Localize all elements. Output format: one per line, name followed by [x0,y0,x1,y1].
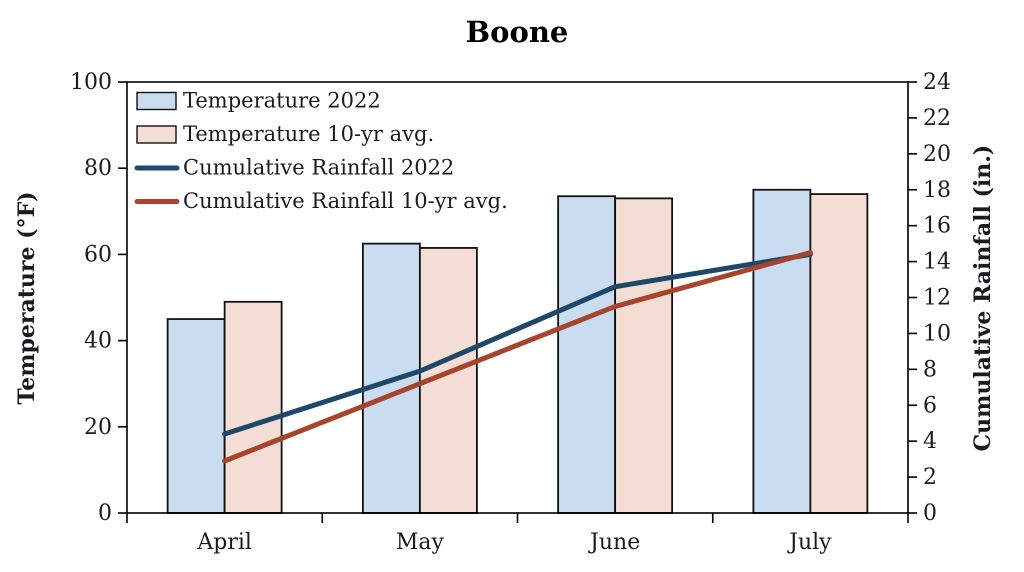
right-axis-tick-label: 10 [923,321,951,346]
bar-temperature-10-yr-avg-june [614,197,674,514]
right-axis-tick-label: 4 [923,429,937,454]
legend-label-temperature-2022: Temperature 2022 [183,89,381,113]
left-axis-label: Temperature (°F) [14,191,40,404]
legend-swatch-temperature-10-yr-avg [136,125,177,144]
legend-item-temperature-2022: Temperature 2022 [136,89,381,113]
left-axis-tick-label: 20 [84,415,112,440]
right-axis-tick-label: 20 [923,142,951,167]
x-axis-category-label: July [787,530,832,555]
line-cumulative-rainfall-2022 [222,251,813,437]
right-axis-tick-label: 24 [923,70,951,95]
x-axis-category-label: April [196,530,252,555]
right-axis-tick-label: 8 [923,357,937,382]
bar-temperature-10-yr-avg-april [223,300,283,514]
left-axis-tick-label: 60 [84,242,112,267]
line-cumulative-rainfall-10-yr-avg [222,250,813,464]
legend-item-cumulative-rainfall-2022: Cumulative Rainfall 2022 [134,156,454,180]
right-axis-tick-label: 14 [923,250,951,275]
legend-item-cumulative-rainfall-10-yr-avg: Cumulative Rainfall 10-yr avg. [134,189,508,213]
chart-title: Boone [466,15,569,49]
legend-label-cumulative-rainfall-10-yr-avg: Cumulative Rainfall 10-yr avg. [183,189,508,213]
left-axis-tick-label: 40 [84,329,112,354]
right-axis-tick-label: 6 [923,393,937,418]
left-axis-tick-label: 100 [70,70,112,95]
right-axis-tick-label: 0 [923,501,937,526]
legend-label-cumulative-rainfall-2022: Cumulative Rainfall 2022 [183,156,454,180]
right-axis-label: Cumulative Rainfall (in.) [970,145,996,452]
left-axis-tick-label: 0 [98,501,112,526]
bar-temperature-2022-april [166,318,226,514]
left-axis-tick-label: 80 [84,156,112,181]
x-axis-category-label: June [588,530,640,555]
right-axis-tick-label: 2 [923,465,937,490]
bar-temperature-10-yr-avg-may [418,247,478,514]
bar-temperature-10-yr-avg-july [809,193,869,514]
legend-swatch-temperature-2022 [136,91,177,111]
right-axis-tick-label: 16 [923,214,951,239]
right-axis-tick-label: 22 [923,106,951,131]
x-axis-category-label: May [396,530,445,555]
bar-temperature-2022-july [752,188,812,514]
bar-temperature-2022-june [557,195,617,514]
right-axis-tick-label: 12 [923,286,951,311]
right-axis-tick-label: 18 [923,178,951,203]
legend: Temperature 2022 Temperature 10-yr avg. Cu… [134,89,508,213]
legend-label-temperature-10-yr-avg: Temperature 10-yr avg. [183,122,434,146]
legend-item-temperature-10-yr-avg: Temperature 10-yr avg. [136,122,434,146]
